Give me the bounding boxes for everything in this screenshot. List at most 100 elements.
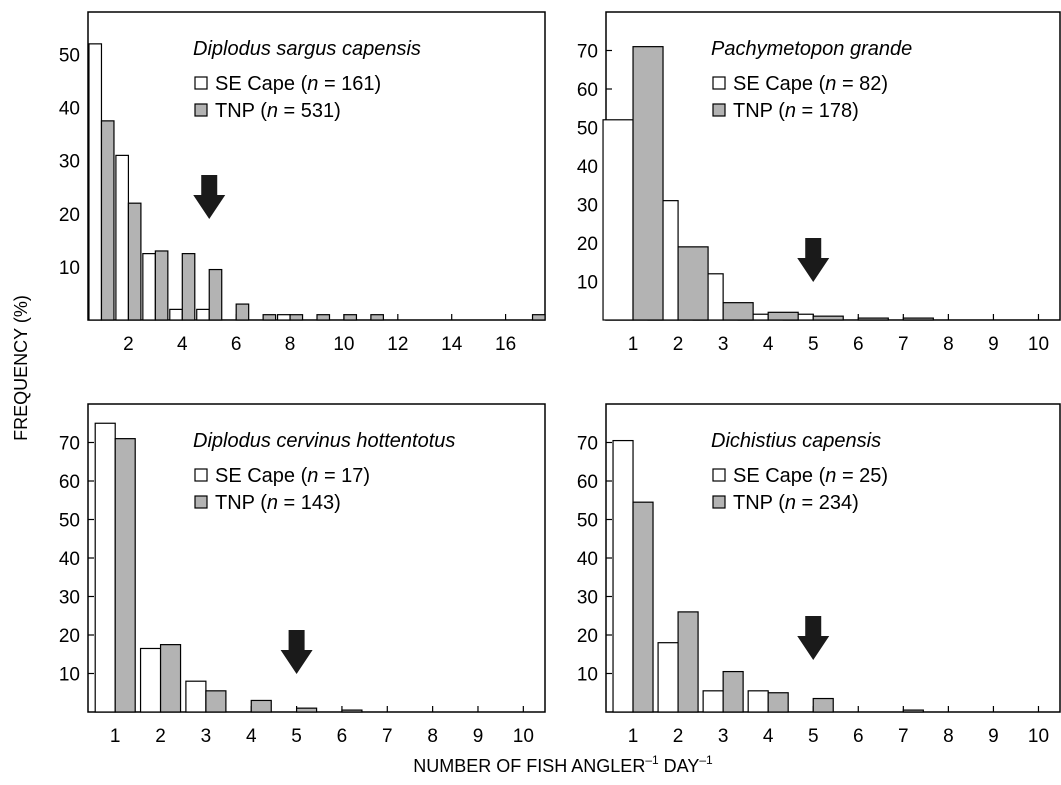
legend-name: SE Cape ( [215, 73, 308, 95]
x-tick-label: 10 [513, 726, 534, 747]
bar-tnp [722, 302, 754, 321]
legend-name: TNP ( [215, 492, 267, 514]
y-tick-label: 50 [577, 119, 598, 140]
x-tick-label: 4 [763, 334, 774, 355]
bar-se-cape [115, 154, 130, 321]
legend-n: n [825, 465, 836, 487]
bar-tnp [677, 611, 699, 713]
x-tick-label: 2 [123, 334, 134, 355]
y-tick-label: 70 [577, 434, 598, 455]
x-tick-label: 9 [988, 726, 999, 747]
x-tick-label: 2 [673, 726, 684, 747]
y-tick-label: 10 [59, 258, 80, 279]
bar-tnp [154, 250, 169, 321]
bar-se-cape [747, 690, 769, 713]
legend-entry: SE Cape (n = 25) [733, 465, 888, 487]
bar-se-cape [142, 253, 156, 321]
x-tick-label: 4 [763, 726, 774, 747]
x-tick-label: 10 [1028, 334, 1049, 355]
x-tick-label: 8 [285, 334, 296, 355]
x-tick-label: 7 [382, 726, 393, 747]
bar-tnp-legend-swatch [194, 103, 208, 117]
bar-tnp [208, 268, 223, 321]
x-tick-label: 5 [291, 726, 302, 747]
y-tick-label: 40 [59, 99, 80, 120]
y-tick-label: 70 [577, 42, 598, 63]
bar-tnp [262, 314, 277, 321]
x-tick-label: 1 [628, 726, 639, 747]
x-axis-label-sup2: –1 [699, 753, 713, 767]
down-arrow-icon [193, 175, 226, 219]
legend-n: n [307, 465, 318, 487]
down-arrow-icon [797, 616, 830, 660]
y-tick-label: 50 [577, 511, 598, 532]
y-tick-label: 20 [577, 626, 598, 647]
x-tick-label: 9 [473, 726, 484, 747]
x-tick-label: 6 [337, 726, 348, 747]
x-tick-label: 4 [177, 334, 188, 355]
legend-n: n [307, 73, 318, 95]
legend-name: TNP ( [733, 100, 785, 122]
y-tick-label: 60 [577, 80, 598, 101]
legend-entry: SE Cape (n = 82) [733, 73, 888, 95]
x-axis-label-sup1: –1 [645, 753, 659, 767]
x-tick-label: 10 [1028, 726, 1049, 747]
y-tick-label: 40 [59, 549, 80, 570]
bar-se-cape [196, 308, 210, 321]
bar-se-cape [702, 690, 724, 713]
bar-tnp [632, 46, 664, 321]
bar-se-cape [139, 647, 162, 713]
bar-tnp [250, 699, 272, 713]
y-tick-label: 40 [577, 157, 598, 178]
legend-count: = 161) [318, 73, 381, 95]
chart-panel-2: 10 20 30 40 50 60 70 1 2 3 4 5 6 7 8 9 10 Pachymetopon gr… [577, 11, 1061, 355]
bar-tnp [902, 317, 934, 321]
y-tick-label: 50 [59, 45, 80, 66]
bar-tnp [531, 314, 546, 321]
y-tick-label: 60 [59, 472, 80, 493]
panel-title: Diplodus cervinus hottentotus [193, 430, 455, 452]
legend-entry: SE Cape (n = 17) [215, 465, 370, 487]
x-tick-label: 3 [718, 726, 729, 747]
y-tick-label: 10 [577, 665, 598, 686]
x-tick-label: 16 [495, 334, 516, 355]
bar-tnp [902, 709, 924, 713]
bar-se-cape [602, 119, 634, 321]
y-tick-label: 60 [577, 472, 598, 493]
chart-panel-1: 10 20 30 40 50 2 4 6 8 10 12 14 16 Diplodus sargus ca… [59, 11, 546, 355]
x-tick-label: 8 [427, 726, 438, 747]
legend-entry: TNP (n = 143) [215, 492, 341, 514]
legend-name: SE Cape ( [215, 465, 308, 487]
bar-se-cape-legend-swatch [194, 468, 208, 482]
bar-se-cape [657, 642, 679, 713]
bar-tnp-legend-swatch [712, 495, 726, 509]
bar-se-cape [185, 680, 207, 713]
legend-count: = 17) [318, 465, 370, 487]
legend-entry: SE Cape (n = 161) [215, 73, 381, 95]
legend-count: = 143) [278, 492, 341, 514]
legend-entry: TNP (n = 531) [215, 100, 341, 122]
legend-n: n [267, 492, 278, 514]
x-axis-label: NUMBER OF FISH ANGLER–1 DAY–1 [413, 753, 713, 776]
legend-count: = 178) [796, 100, 859, 122]
x-tick-label: 8 [943, 726, 954, 747]
legend-name: TNP ( [733, 492, 785, 514]
legend-count: = 25) [836, 465, 888, 487]
legend-n: n [267, 100, 278, 122]
legend-name: SE Cape ( [733, 73, 826, 95]
legend-count: = 531) [278, 100, 341, 122]
x-tick-label: 1 [110, 726, 121, 747]
x-tick-label: 12 [387, 334, 408, 355]
x-tick-label: 2 [155, 726, 166, 747]
bar-tnp [370, 314, 384, 321]
bar-tnp [677, 246, 709, 321]
x-tick-label: 4 [246, 726, 257, 747]
bar-tnp [235, 303, 250, 321]
bar-se-cape [612, 439, 634, 713]
x-tick-label: 3 [718, 334, 729, 355]
x-tick-label: 6 [853, 726, 864, 747]
panel-title: Dichistius capensis [711, 430, 881, 452]
x-tick-label: 7 [898, 726, 909, 747]
